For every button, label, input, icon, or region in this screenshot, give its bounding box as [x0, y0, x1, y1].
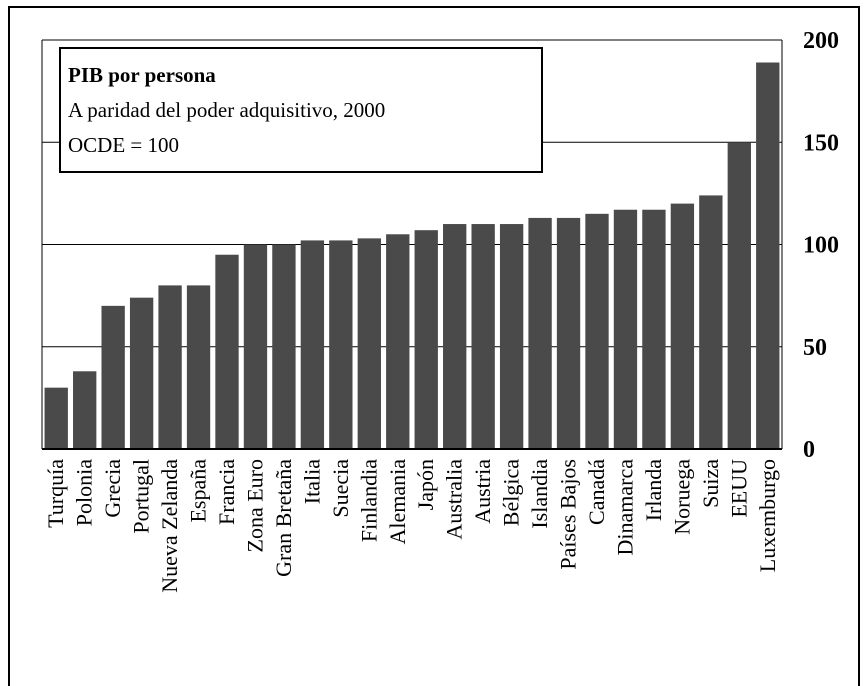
bar [386, 234, 410, 449]
bar [329, 240, 353, 449]
x-tick-label: Noruega [669, 459, 694, 535]
bar [300, 240, 325, 449]
x-tick-label: EEUU [726, 459, 751, 518]
bar [186, 285, 211, 449]
bar [756, 62, 780, 450]
axes [41, 39, 783, 450]
x-tick-label: Irlanda [641, 459, 666, 522]
x-tick-label: Islandia [527, 459, 552, 529]
x-tick-label: Australia [442, 459, 467, 540]
bar [727, 142, 751, 449]
x-tick-label: Nueva Zelanda [157, 459, 182, 593]
bar [556, 217, 581, 449]
x-tick-label: Zona Euro [242, 459, 267, 552]
x-tick-label: Austria [470, 459, 495, 524]
x-tick-label: Canadá [584, 459, 609, 525]
chart-frame [8, 6, 860, 686]
bar [44, 387, 68, 449]
y-tick-label: 50 [803, 335, 827, 361]
legend-border [59, 47, 543, 173]
x-tick-label: Bélgica [499, 459, 524, 526]
y-tick-labels: 0 50 100 150 200 [803, 28, 839, 463]
x-tick-label: Polonia [72, 459, 97, 526]
chart-subtitle: A paridad del poder adquisitivo, 2000 [68, 98, 385, 122]
bars [44, 62, 780, 450]
y-tick-label: 200 [803, 28, 839, 54]
y-tick-label: 150 [803, 130, 839, 156]
bar [699, 195, 723, 449]
bar [642, 209, 666, 449]
x-tick-label: Suiza [698, 459, 723, 508]
x-tick-label: Turquía [43, 459, 68, 528]
x-tick-label: Luxemburgo [755, 459, 780, 572]
x-tick-label: Portugal [129, 459, 154, 534]
x-tick-label: Francia [214, 459, 239, 525]
x-tick-label: Finlandia [356, 459, 381, 542]
x-tick-labels: Turquía Polonia Grecia Portugal Nueva Zeland… [43, 459, 780, 593]
x-tick-label: Alemania [385, 459, 410, 545]
bar [471, 224, 495, 449]
bar [101, 305, 125, 449]
bar [215, 254, 239, 449]
bar [528, 217, 552, 449]
bar [272, 244, 296, 449]
bar [443, 224, 467, 449]
chart-title: PIB por persona [68, 63, 216, 87]
x-tick-label: Italia [299, 459, 324, 504]
bar [414, 230, 438, 449]
x-tick-label: Suecia [328, 459, 353, 518]
x-tick-label: Japón [413, 459, 438, 510]
bar [670, 203, 695, 449]
legend-box: PIB por persona A paridad del poder adqu… [59, 47, 543, 173]
bar [357, 238, 381, 449]
bar [613, 209, 638, 449]
x-tick-label: Países Bajos [556, 459, 581, 570]
x-tick-label: Gran Bretaña [271, 459, 296, 577]
x-tick-label: Dinamarca [612, 459, 637, 556]
bar [158, 285, 182, 449]
y-tick-label: 100 [803, 233, 839, 259]
x-tick-label: España [186, 459, 211, 523]
bar [243, 244, 268, 449]
bar [129, 297, 154, 449]
y-tick-label: 0 [803, 437, 815, 463]
chart-note: OCDE = 100 [68, 133, 179, 157]
x-tick-label: Grecia [100, 459, 125, 518]
bar [73, 371, 97, 449]
bar [499, 224, 524, 449]
bar [585, 213, 609, 449]
